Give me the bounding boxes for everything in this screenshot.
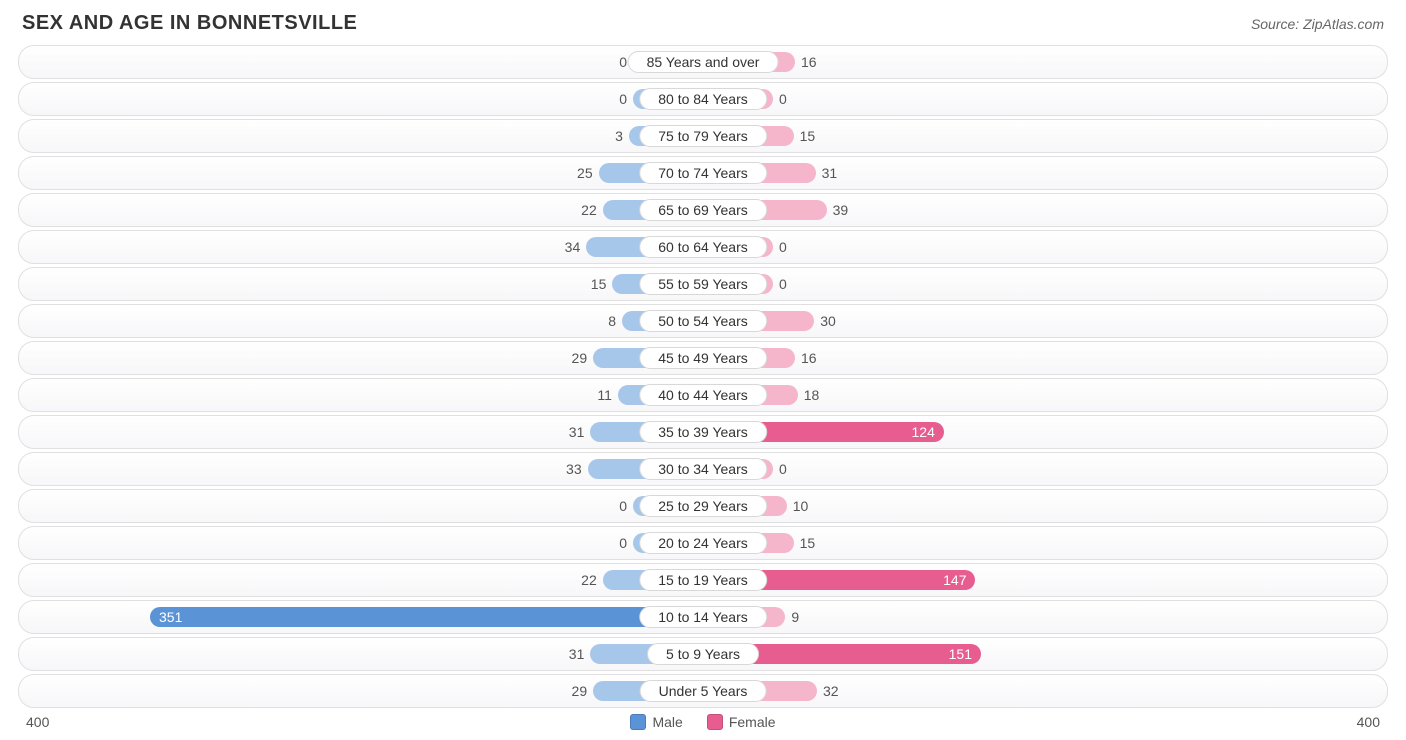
- age-group-label: 45 to 49 Years: [639, 347, 767, 369]
- age-group-label: 75 to 79 Years: [639, 125, 767, 147]
- axis-max-left: 400: [26, 714, 49, 730]
- pyramid-row: 45 to 49 Years 29 16: [18, 341, 1388, 375]
- male-value: 31: [569, 424, 585, 440]
- female-swatch-icon: [707, 714, 723, 730]
- age-group-label: 15 to 19 Years: [639, 569, 767, 591]
- male-bar: [150, 607, 703, 627]
- male-value: 0: [619, 91, 627, 107]
- pyramid-row: Under 5 Years 29 32: [18, 674, 1388, 708]
- male-value: 25: [577, 165, 593, 181]
- pyramid-row: 85 Years and over0 16: [18, 45, 1388, 79]
- female-value: 39: [833, 202, 849, 218]
- pyramid-row: 60 to 64 Years 34 0: [18, 230, 1388, 264]
- age-group-label: 10 to 14 Years: [639, 606, 767, 628]
- legend-label-female: Female: [729, 714, 776, 730]
- age-group-label: 25 to 29 Years: [639, 495, 767, 517]
- chart-header: SEX AND AGE IN BONNETSVILLE Source: ZipA…: [18, 12, 1388, 35]
- legend-item-male: Male: [630, 714, 682, 730]
- age-group-label: 60 to 64 Years: [639, 236, 767, 258]
- male-value: 22: [581, 572, 597, 588]
- male-value: 33: [566, 461, 582, 477]
- axis-max-right: 400: [1357, 714, 1380, 730]
- chart-title: SEX AND AGE IN BONNETSVILLE: [22, 12, 357, 35]
- pyramid-row: 35 to 39 Years 31 124: [18, 415, 1388, 449]
- age-group-label: 20 to 24 Years: [639, 532, 767, 554]
- legend: Male Female: [630, 714, 775, 730]
- age-group-label: 65 to 69 Years: [639, 199, 767, 221]
- age-group-label: 50 to 54 Years: [639, 310, 767, 332]
- population-pyramid-chart: 85 Years and over01680 to 84 Years0075 t…: [18, 45, 1388, 708]
- age-group-label: 85 Years and over: [628, 51, 779, 73]
- pyramid-row: 70 to 74 Years 25 31: [18, 156, 1388, 190]
- male-value: 3: [615, 128, 623, 144]
- female-value: 0: [779, 91, 787, 107]
- pyramid-row: 80 to 84 Years 0 0: [18, 82, 1388, 116]
- pyramid-row: 25 to 29 Years 0 10: [18, 489, 1388, 523]
- female-value: 18: [804, 387, 820, 403]
- pyramid-row: 75 to 79 Years 3 15: [18, 119, 1388, 153]
- female-value: 10: [793, 498, 809, 514]
- age-group-label: 80 to 84 Years: [639, 88, 767, 110]
- female-value: 31: [822, 165, 838, 181]
- male-value: 22: [581, 202, 597, 218]
- female-value: 15: [800, 128, 816, 144]
- age-group-label: 40 to 44 Years: [639, 384, 767, 406]
- age-group-label: 55 to 59 Years: [639, 273, 767, 295]
- female-value: 15: [800, 535, 816, 551]
- male-value: 31: [569, 646, 585, 662]
- female-value: 124: [912, 424, 935, 440]
- male-value: 0: [619, 535, 627, 551]
- male-value: 29: [572, 683, 588, 699]
- chart-footer: 400 Male Female 400: [18, 714, 1388, 730]
- pyramid-row: 30 to 34 Years 33 0: [18, 452, 1388, 486]
- legend-item-female: Female: [707, 714, 776, 730]
- female-value: 151: [949, 646, 972, 662]
- pyramid-row: 20 to 24 Years 0 15: [18, 526, 1388, 560]
- male-value: 0: [619, 54, 627, 70]
- pyramid-row: 15 to 19 Years 22 147: [18, 563, 1388, 597]
- legend-label-male: Male: [652, 714, 682, 730]
- pyramid-row: 10 to 14 Years 351 9: [18, 600, 1388, 634]
- pyramid-row: 50 to 54 Years 8 30: [18, 304, 1388, 338]
- pyramid-row: 55 to 59 Years 15 0: [18, 267, 1388, 301]
- male-value: 8: [608, 313, 616, 329]
- age-group-label: 30 to 34 Years: [639, 458, 767, 480]
- age-group-label: 70 to 74 Years: [639, 162, 767, 184]
- pyramid-row: 5 to 9 Years 31 151: [18, 637, 1388, 671]
- female-value: 147: [943, 572, 966, 588]
- male-value: 29: [572, 350, 588, 366]
- male-swatch-icon: [630, 714, 646, 730]
- male-value: 11: [597, 387, 612, 403]
- female-value: 0: [779, 461, 787, 477]
- age-group-label: 5 to 9 Years: [647, 643, 759, 665]
- female-value: 32: [823, 683, 839, 699]
- female-value: 30: [820, 313, 836, 329]
- age-group-label: Under 5 Years: [640, 680, 767, 702]
- male-value: 15: [591, 276, 607, 292]
- female-value: 9: [791, 609, 799, 625]
- female-value: 0: [779, 239, 787, 255]
- pyramid-row: 65 to 69 Years 22 39: [18, 193, 1388, 227]
- male-value: 34: [565, 239, 581, 255]
- female-value: 16: [801, 350, 817, 366]
- pyramid-row: 40 to 44 Years 11 18: [18, 378, 1388, 412]
- male-value: 351: [159, 609, 182, 625]
- male-value: 0: [619, 498, 627, 514]
- female-value: 16: [801, 54, 817, 70]
- chart-source: Source: ZipAtlas.com: [1251, 16, 1384, 32]
- age-group-label: 35 to 39 Years: [639, 421, 767, 443]
- female-value: 0: [779, 276, 787, 292]
